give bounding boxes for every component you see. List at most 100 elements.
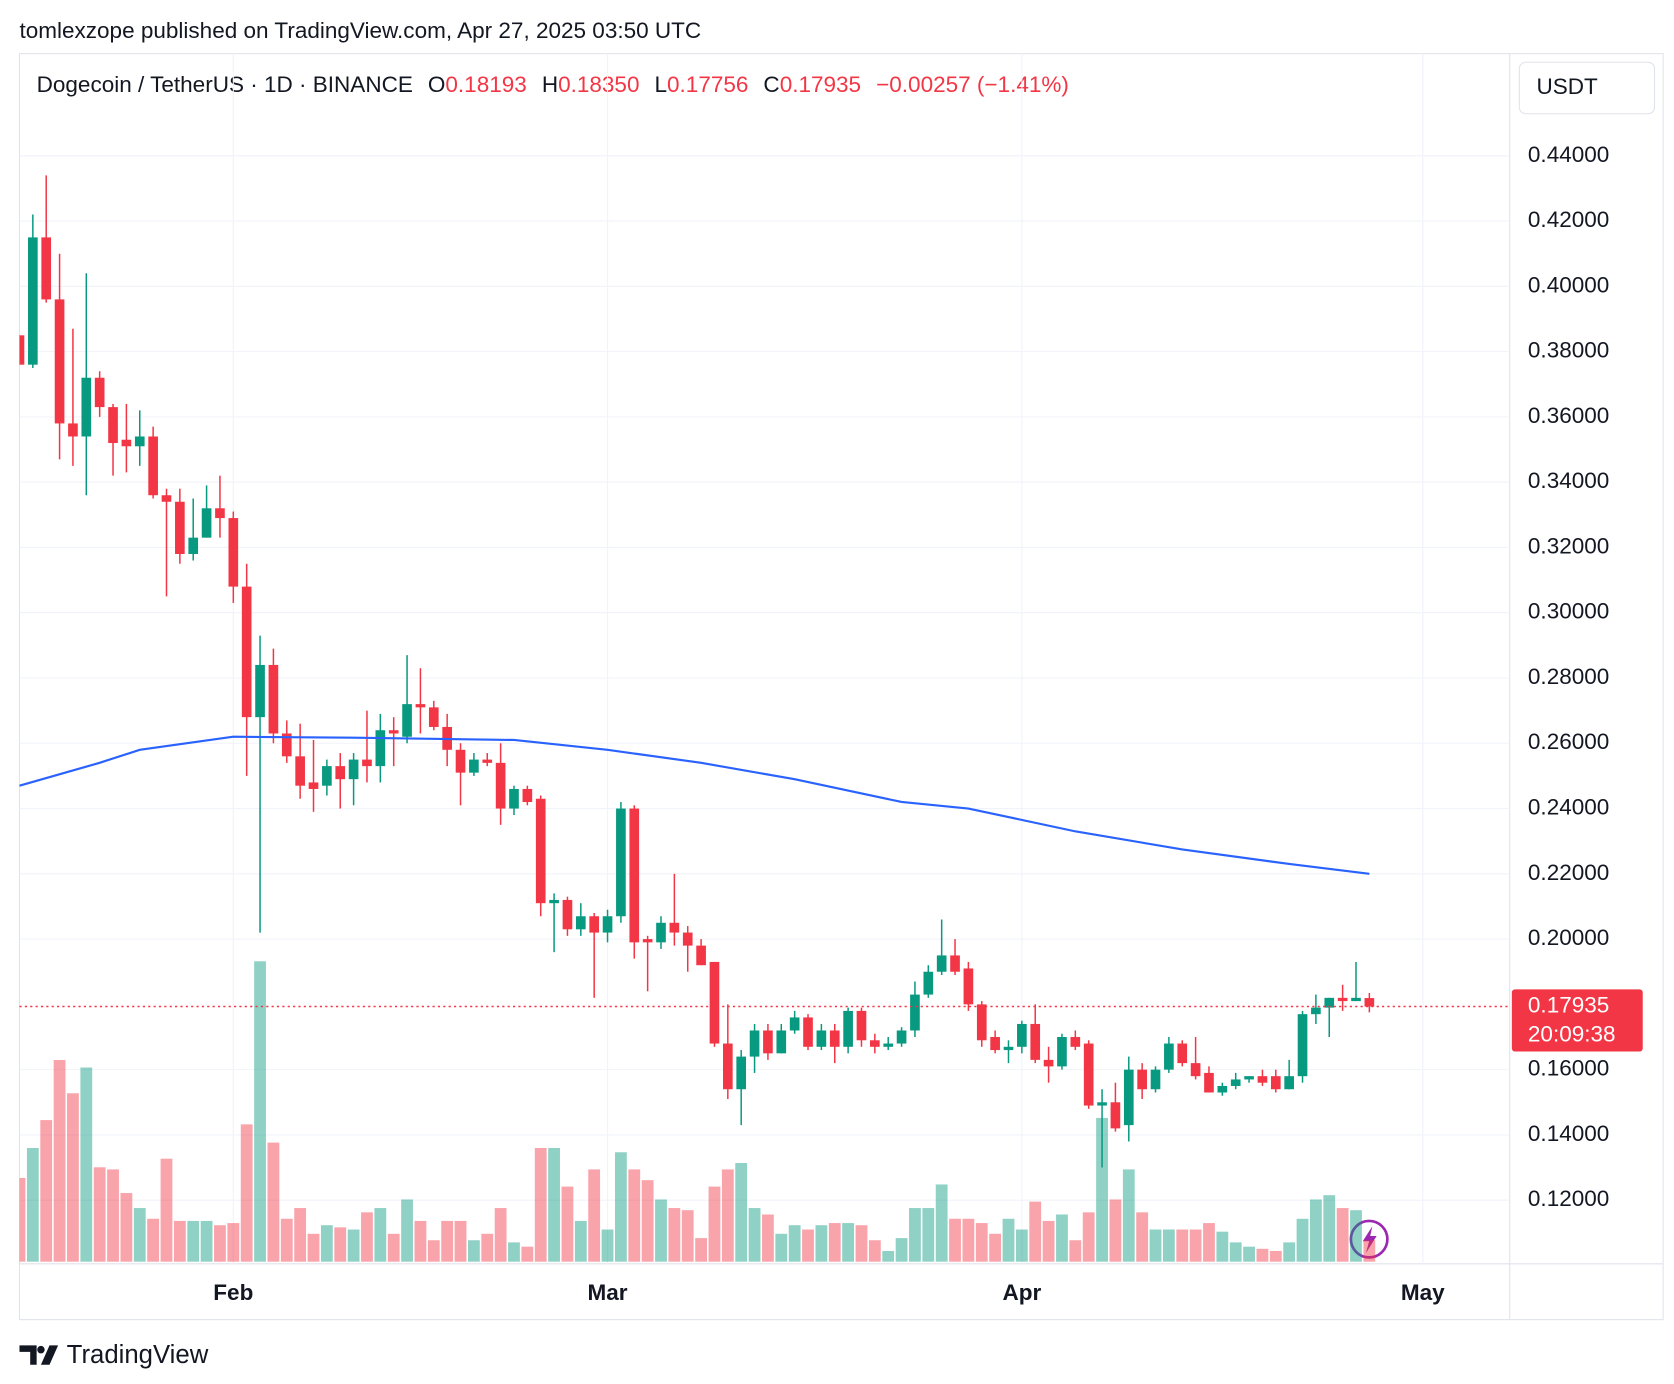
volume-bar [374,1208,387,1262]
candle-body [642,939,653,943]
candle-body [41,237,52,300]
volume-bar [1069,1240,1082,1262]
candle-body [161,495,172,502]
volume-bar [655,1199,667,1262]
legend: Dogecoin / TetherUS · 1D · BINANCE O0.181… [37,72,1069,97]
frame [18,53,1664,1321]
legend-text: Dogecoin / TetherUS · 1D · BINANCE O0.181… [37,72,1069,97]
candle-body [669,922,680,933]
volume-bar [561,1186,574,1262]
volume-bar [641,1180,654,1262]
candle-body [682,932,693,946]
candle-body [1204,1072,1214,1093]
series [19,175,1376,1262]
volume-bar [681,1210,694,1262]
volume-bar [828,1223,841,1262]
volume-bar [1042,1220,1055,1262]
volume-bar [508,1242,520,1262]
candle-body [950,955,960,972]
candle-body [1003,1046,1014,1051]
volume-bar [240,1124,253,1262]
volume-bar [1309,1199,1322,1262]
legend-value: 0.18193 [445,72,526,97]
volume-bar [1176,1229,1189,1262]
volume-bar [628,1169,641,1262]
volume-bar [80,1067,93,1262]
candle-body [255,664,265,718]
volume-bar [1122,1169,1135,1262]
candle-body [19,335,25,365]
legend-key: L [654,72,667,97]
candle-body [602,916,613,933]
volume-bar [347,1229,360,1262]
candle-body [589,916,600,933]
volume-bar [962,1218,975,1262]
volume-bar [1203,1223,1215,1262]
plot-area [19,53,1510,1264]
candle-body [348,759,359,780]
volume-bar [989,1233,1002,1262]
candle-body [722,1043,733,1090]
volume-bar [762,1214,774,1262]
volume-bar [895,1238,908,1262]
candle-body [455,749,466,773]
candle-body [228,518,239,587]
candle-body [1270,1076,1281,1090]
y-tick-label: 0.36000 [1528,403,1609,428]
countdown: 20:09:38 [1528,1021,1616,1046]
volume-bar [361,1212,373,1262]
volume-bar [1256,1248,1269,1262]
y-tick-label: 0.16000 [1528,1056,1609,1081]
volume-bar [922,1208,935,1262]
volume-bar [227,1223,240,1262]
volume-bar [588,1169,601,1262]
volume-bar [1296,1218,1309,1262]
volume-bar [320,1225,333,1262]
volume-bar [427,1240,440,1262]
candle-body [1150,1069,1161,1090]
candle-body [1190,1063,1201,1077]
y-tick-label: 0.42000 [1528,207,1609,232]
y-tick-label: 0.34000 [1528,468,1609,493]
candle-body [121,439,132,447]
volume-bar [695,1238,707,1262]
legend-value: 0.17756 [667,72,748,97]
currency-box[interactable] [1518,61,1656,115]
volume-bar [1149,1229,1162,1262]
y-tick-label: 0.26000 [1528,729,1609,754]
volume-bar [1189,1229,1202,1262]
legend-value: 0.18350 [558,72,639,97]
candle-body [575,916,586,930]
candle-body [656,922,666,943]
volume-bar [1109,1199,1122,1262]
candle-body [976,1004,987,1041]
moving-average [19,735,1370,875]
volume-bar [173,1220,186,1262]
volume-bar [949,1218,961,1262]
candle-body [535,798,546,904]
last-price-box [1511,989,1643,1052]
volume-bar [254,961,266,1262]
volume-bar [1283,1242,1296,1262]
candle-body [268,664,279,734]
volume-bar [1216,1231,1229,1262]
candle-body [856,1010,867,1041]
volume-bar [387,1233,400,1262]
candle-body [562,899,573,930]
candle-body [522,788,533,803]
candle-body [1177,1043,1188,1064]
volume-bar [467,1240,480,1262]
volume-bar [441,1220,454,1262]
footer-brand: TradingView [67,1341,209,1369]
candle-body [335,766,346,780]
candle-body [1351,997,1361,1002]
volume-bar [615,1152,627,1262]
candle-body [1123,1069,1134,1126]
legend-change: −0.00257 (−1.41%) [876,72,1069,97]
candle-body [829,1030,840,1047]
candle-body [776,1030,787,1054]
volume-bar [334,1227,347,1262]
lightning-glyph [1362,1226,1377,1254]
legend-key: O [428,72,446,97]
candle-body [175,501,185,554]
